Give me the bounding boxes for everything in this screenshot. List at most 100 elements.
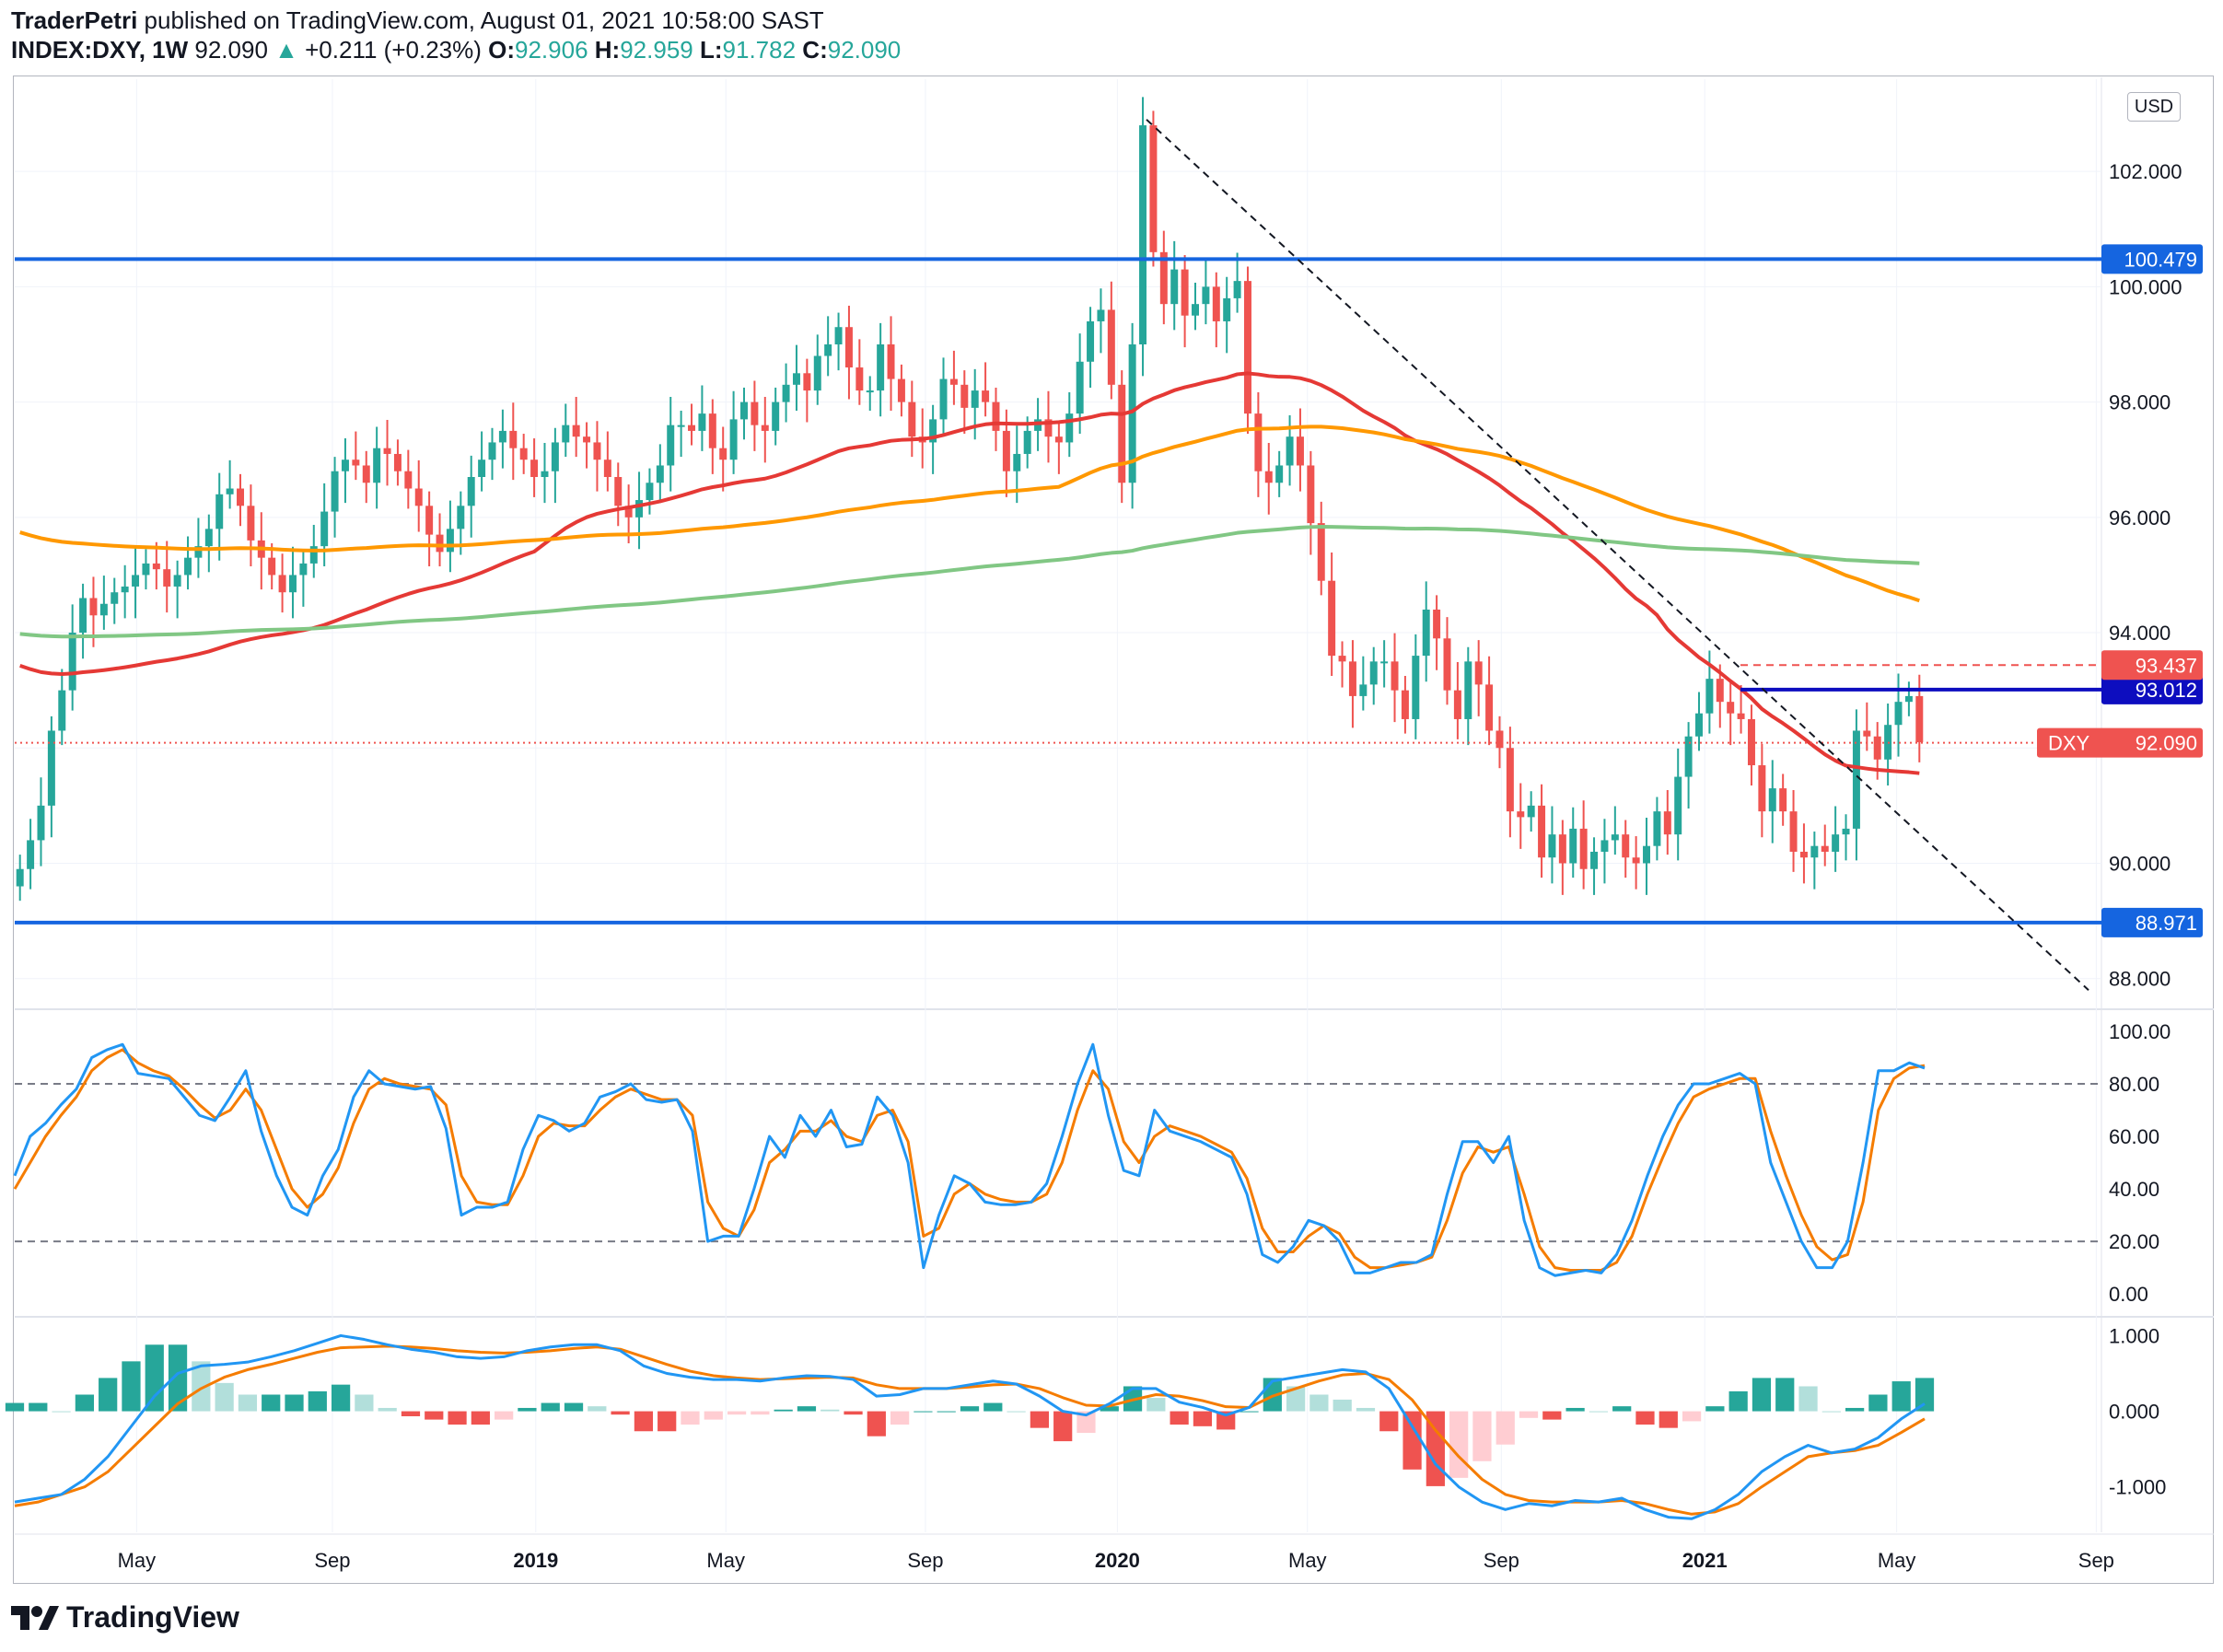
candle-body <box>1590 851 1599 869</box>
macd-hist-bar <box>1007 1411 1026 1413</box>
open-value: 92.906 <box>515 36 588 64</box>
candle-body <box>436 534 444 553</box>
candle-body <box>803 373 811 391</box>
macd-hist-bar <box>1659 1411 1678 1428</box>
candle-body <box>1296 436 1304 466</box>
stoch-tick-label: 80.00 <box>2109 1073 2159 1096</box>
candle-body <box>68 633 76 691</box>
candle-body <box>698 413 706 431</box>
macd-hist-bar <box>1309 1394 1329 1412</box>
candle-body <box>813 355 821 391</box>
price-tick-label: 98.000 <box>2109 391 2171 414</box>
candle-body <box>1233 281 1241 298</box>
candle-body <box>603 460 611 477</box>
candle-body <box>1832 834 1840 852</box>
macd-hist-bar <box>937 1411 956 1413</box>
candle-body <box>855 367 864 391</box>
candle-body <box>1684 736 1693 777</box>
candle-body <box>530 460 539 477</box>
candle-body <box>1013 453 1021 471</box>
candle-body <box>362 465 370 483</box>
candle-body <box>1307 465 1315 524</box>
candle-body <box>1128 344 1136 483</box>
candle-body <box>960 384 969 408</box>
candle-body <box>373 448 381 483</box>
tradingview-logo[interactable]: TradingView <box>11 1600 239 1635</box>
price-tick-label: 96.000 <box>2109 506 2171 529</box>
stoch-tick-label: 40.00 <box>2109 1178 2159 1201</box>
candle-body <box>1600 840 1609 852</box>
macd-hist-bar <box>1193 1411 1213 1426</box>
candle-body <box>1034 419 1042 431</box>
candle-body <box>1873 736 1881 760</box>
close-label: C: <box>802 36 828 64</box>
macd-hist-bar <box>704 1411 723 1420</box>
macd-hist-bar <box>821 1409 840 1412</box>
candle-body <box>1338 656 1346 662</box>
macd-hist-bar <box>425 1411 444 1420</box>
candle-body <box>1170 269 1179 305</box>
candle-body <box>1705 679 1714 714</box>
price-tick-label: 90.000 <box>2109 852 2171 875</box>
macd-hist-bar <box>1565 1407 1585 1412</box>
candle-body <box>708 413 716 448</box>
candle-body <box>215 494 224 529</box>
currency-button[interactable]: USD <box>2127 92 2181 122</box>
candle-body <box>58 690 66 731</box>
candle-body <box>583 436 591 443</box>
author-name[interactable]: TraderPetri <box>11 6 138 34</box>
publish-info: published on TradingView.com, August 01,… <box>144 6 824 34</box>
candle-body <box>1453 690 1461 719</box>
ma-slow-line <box>19 525 1920 639</box>
macd-hist-bar <box>751 1411 770 1415</box>
candle-body <box>751 401 759 425</box>
macd-hist-bar <box>727 1411 747 1415</box>
macd-hist-bar <box>1146 1398 1166 1412</box>
candle-body <box>939 378 948 420</box>
candle-body <box>1328 580 1336 657</box>
trendline <box>1146 119 2089 991</box>
candle-body <box>1558 834 1566 864</box>
candle-body <box>1023 430 1031 454</box>
candle-body <box>1527 805 1535 818</box>
candle-body <box>425 506 434 535</box>
macd-hist-bar <box>331 1384 351 1412</box>
candle-body <box>1548 834 1556 858</box>
macd-hist-bar <box>1798 1386 1818 1412</box>
candle-body <box>1737 713 1745 719</box>
candle-body <box>194 546 203 558</box>
candle-body <box>1789 811 1798 852</box>
candle-body <box>393 453 402 471</box>
macd-hist-bar <box>1030 1411 1049 1428</box>
candle-body <box>677 425 685 427</box>
high-value: 92.959 <box>620 36 693 64</box>
price-level-text: 88.971 <box>2136 912 2197 935</box>
candle-body <box>519 448 528 460</box>
macd-hist-bar <box>588 1406 607 1412</box>
macd-hist-bar <box>1682 1411 1702 1422</box>
candle-body <box>1579 828 1588 869</box>
price-tick-label: 100.000 <box>2109 275 2182 298</box>
candle-body <box>1653 811 1661 846</box>
macd-hist-bar <box>1752 1378 1772 1412</box>
candle-body <box>834 327 843 344</box>
candle-body <box>1369 661 1378 685</box>
candle-body <box>761 425 769 431</box>
candle-body <box>226 488 234 494</box>
candle-body <box>1412 656 1420 719</box>
macd-hist-bar <box>122 1361 141 1412</box>
symbol-label[interactable]: INDEX:DXY, 1W <box>11 36 189 64</box>
candle-body <box>1002 430 1010 471</box>
candle-body <box>1474 661 1483 685</box>
macd-hist-bar <box>1845 1407 1865 1412</box>
price-level-badge <box>2101 650 2203 681</box>
macd-hist-bar <box>75 1394 94 1412</box>
macd-hist-bar <box>29 1402 48 1412</box>
candle-body <box>1286 436 1294 466</box>
candle-body <box>844 327 853 368</box>
price-level-badge <box>2101 907 2203 937</box>
candle-body <box>729 419 738 460</box>
macd-hist-bar <box>658 1411 677 1432</box>
macd-hist-bar <box>1402 1411 1422 1470</box>
